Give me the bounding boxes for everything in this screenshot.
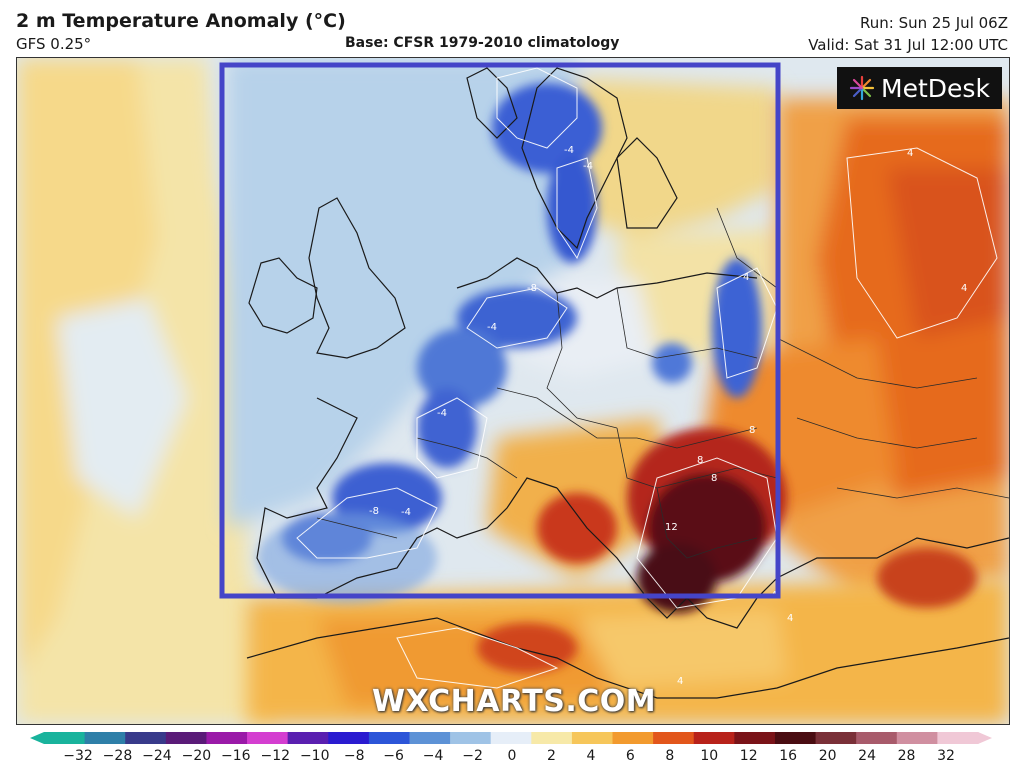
- contour-label: -4: [583, 161, 593, 172]
- legend-tick-label: 4: [586, 748, 596, 764]
- metdesk-logo: MetDesk: [837, 67, 1002, 109]
- legend-tick-label: −4: [422, 748, 444, 764]
- contour-label: 4: [961, 283, 967, 294]
- legend-color-swatch: [165, 732, 207, 744]
- legend-color-swatch: [815, 732, 857, 744]
- legend-color-swatch: [247, 732, 289, 744]
- legend-tick-label: 24: [858, 748, 876, 764]
- legend-tick-label: −10: [299, 748, 330, 764]
- legend-tick-label: −12: [260, 748, 291, 764]
- legend-tick-label: 12: [739, 748, 758, 764]
- contour-label: 8: [697, 455, 703, 466]
- legend-color-swatch: [937, 732, 979, 744]
- legend-tick-label: 20: [818, 748, 837, 764]
- legend-right-arrow: [978, 732, 992, 744]
- legend-tick-label: −32: [63, 748, 93, 764]
- country-borders: [316, 207, 1009, 559]
- legend-color-swatch: [206, 732, 248, 744]
- legend-tick-label: 16: [779, 748, 798, 764]
- legend-color-swatch: [84, 732, 126, 744]
- anomaly-map: -4 -4 -8 -4 -4 -8 -4 4 4 8 8 8 12 4 4 4 …: [16, 57, 1010, 725]
- contour-lines: [296, 67, 998, 689]
- legend-tick-label: −2: [462, 748, 483, 764]
- legend-tick-label: 28: [897, 748, 916, 764]
- legend-left-arrow: [30, 732, 44, 744]
- contour-label: -4: [401, 507, 411, 518]
- chart-title: 2 m Temperature Anomaly (°C): [16, 10, 346, 32]
- contour-label: -4: [437, 408, 447, 419]
- contour-label: 8: [711, 473, 717, 484]
- legend-tick-label: 32: [937, 748, 955, 764]
- wxcharts-watermark: WXCHARTS.COM: [372, 684, 657, 719]
- legend-color-swatch: [856, 732, 898, 744]
- legend-tick-label: 10: [700, 748, 719, 764]
- legend-tick-label: −6: [383, 748, 404, 764]
- legend-color-swatch: [896, 732, 938, 744]
- legend-color-swatch: [450, 732, 492, 744]
- anomaly-map-canvas: -4 -4 -8 -4 -4 -8 -4 4 4 8 8 8 12 4 4 4 …: [17, 58, 1009, 724]
- legend-color-swatch: [653, 732, 695, 744]
- contour-label: 4: [907, 148, 913, 159]
- legend-tick-label: 8: [665, 748, 675, 764]
- legend-color-swatch: [368, 732, 410, 744]
- legend-tick-label: −8: [343, 748, 365, 764]
- contour-label: -4: [487, 322, 497, 333]
- legend-color-swatch: [328, 732, 370, 744]
- legend-color-swatch: [44, 732, 86, 744]
- legend-tick-label: −24: [142, 748, 172, 764]
- contour-label: 12: [665, 522, 678, 533]
- legend-color-swatch: [571, 732, 614, 744]
- contour-label: -4: [564, 145, 574, 156]
- metdesk-logo-text: MetDesk: [881, 73, 990, 103]
- legend-color-swatch: [612, 732, 654, 744]
- contour-label: 4: [787, 613, 793, 624]
- contour-label: 4: [677, 676, 683, 687]
- coastlines: [246, 67, 1009, 699]
- legend-color-swatch: [693, 732, 735, 744]
- highlight-box: [219, 62, 781, 599]
- legend-color-swatch: [490, 732, 532, 744]
- run-time-label: Run: Sun 25 Jul 06Z: [860, 14, 1008, 32]
- contour-label: 8: [749, 425, 755, 436]
- legend-color-swatch: [734, 732, 776, 744]
- legend-tick-label: 0: [507, 748, 517, 764]
- legend-color-swatch: [531, 732, 573, 744]
- contour-label: 4: [743, 272, 749, 283]
- legend-color-swatch: [409, 732, 451, 744]
- legend-color-swatch: [125, 732, 167, 744]
- model-label: GFS 0.25°: [16, 35, 92, 53]
- legend-color-swatch: [774, 732, 817, 744]
- metdesk-burst-icon: [849, 75, 875, 101]
- warm-mediterranean-africa: [247, 418, 1009, 724]
- color-legend-bar: [30, 732, 992, 744]
- cool-central-field: [227, 58, 777, 528]
- legend-color-swatch: [287, 732, 329, 744]
- contour-label: -8: [527, 283, 537, 294]
- legend-tick-label: 2: [546, 748, 556, 764]
- legend-ticks: −32 −28 −24 −20 −16 −12 −10 −8 −6 −4 −2 0 2 4 6 8 10 12 16…: [0, 748, 1024, 768]
- valid-time-label: Valid: Sat 31 Jul 12:00 UTC: [808, 36, 1008, 54]
- legend-tick-label: −20: [181, 748, 212, 764]
- legend-tick-label: −28: [102, 748, 133, 764]
- warm-west-atlantic: [17, 58, 447, 724]
- base-climatology-label: Base: CFSR 1979-2010 climatology: [345, 35, 620, 51]
- contour-label: -8: [369, 506, 379, 517]
- legend-tick-label: 6: [625, 748, 635, 764]
- legend-tick-label: −16: [221, 748, 251, 764]
